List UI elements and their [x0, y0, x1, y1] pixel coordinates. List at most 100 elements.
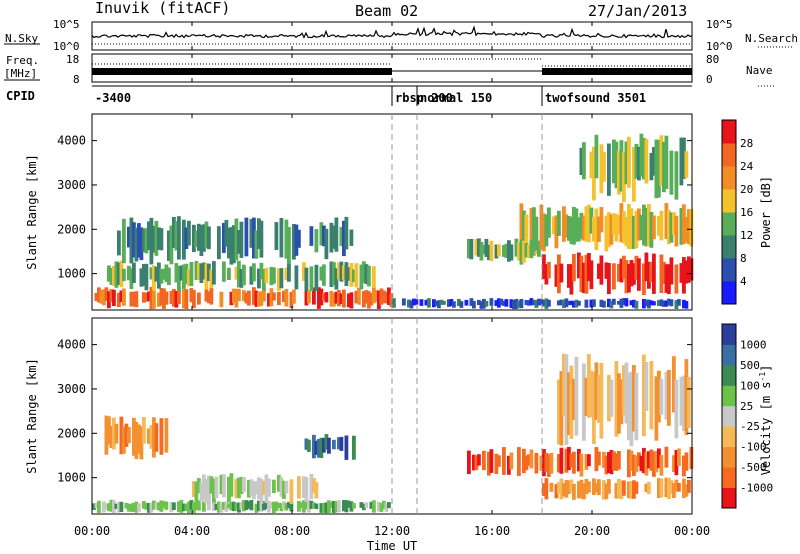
data-cell — [637, 258, 641, 291]
data-cell — [362, 291, 366, 308]
data-cell — [562, 353, 566, 416]
data-cell — [254, 290, 259, 307]
data-cell — [372, 266, 376, 288]
data-cell — [604, 483, 609, 500]
data-cell — [659, 210, 664, 241]
data-cell — [674, 379, 679, 439]
colorbar-tick-label: 20 — [740, 183, 753, 196]
data-cell — [324, 502, 329, 514]
data-cell — [312, 502, 316, 509]
data-cell — [502, 245, 506, 257]
data-cell — [327, 437, 331, 454]
data-cell — [159, 228, 164, 251]
data-cell — [584, 478, 589, 495]
data-cell — [649, 152, 654, 181]
data-cell — [664, 371, 669, 420]
data-cell — [607, 298, 611, 308]
data-cell — [337, 290, 341, 307]
data-cell — [634, 255, 639, 280]
data-cell — [314, 440, 319, 455]
velocity-y-axis-label: Slant Range [km] — [25, 358, 39, 474]
data-cell — [682, 204, 686, 244]
data-cell — [569, 479, 574, 493]
data-cell — [554, 264, 559, 287]
data-cell — [607, 374, 611, 422]
data-cell — [579, 453, 584, 477]
data-cell — [447, 299, 451, 307]
data-cell — [567, 264, 571, 288]
data-cell — [562, 206, 566, 242]
data-cell — [427, 298, 431, 308]
data-cell — [592, 216, 596, 242]
data-cell — [154, 502, 159, 510]
data-cell — [117, 292, 121, 307]
data-cell — [674, 479, 679, 492]
freq-left-tick-bottom: 8 — [73, 73, 80, 86]
data-cell — [557, 482, 561, 494]
data-cell — [629, 371, 634, 447]
data-cell — [137, 503, 141, 512]
data-cell — [322, 437, 326, 453]
data-cell — [622, 365, 626, 416]
data-cell — [239, 221, 244, 258]
data-cell — [319, 288, 324, 306]
velocity-panel: 1000 2000 3000 4000 Slant Range [km] 1000 50… — [25, 317, 773, 515]
data-cell — [637, 452, 641, 467]
data-cell — [529, 449, 534, 469]
colorbar-tick-label: 24 — [740, 160, 754, 173]
data-cell — [544, 214, 549, 247]
data-cell — [652, 301, 656, 306]
data-cell — [319, 437, 324, 458]
data-cell — [649, 211, 654, 248]
cpid-label: CPID — [6, 89, 35, 103]
data-cell — [302, 500, 306, 513]
data-cell — [619, 298, 624, 308]
data-cell — [649, 449, 654, 471]
colorbar-swatch — [722, 405, 736, 427]
data-cell — [529, 208, 534, 241]
data-cell — [364, 264, 369, 284]
data-cell — [352, 503, 356, 509]
data-cell — [257, 268, 261, 289]
data-cell — [627, 136, 631, 188]
data-cell — [247, 479, 251, 498]
data-cell — [684, 217, 689, 243]
data-cell — [584, 454, 589, 470]
data-cell — [282, 480, 286, 499]
data-cell — [334, 291, 339, 304]
data-cell — [662, 300, 666, 307]
data-cell — [139, 268, 144, 287]
data-cell — [122, 268, 126, 282]
data-cell — [129, 268, 134, 290]
data-cell — [474, 455, 479, 470]
data-cell — [194, 481, 199, 503]
data-cell — [629, 481, 634, 499]
data-cell — [284, 219, 289, 259]
data-cell — [627, 372, 631, 441]
data-cell — [204, 478, 209, 504]
colorbar-tick-label: -500 — [740, 461, 767, 474]
power-colorbar: 4 8 12 16 20 24 28 — [721, 119, 754, 305]
data-cell — [672, 483, 676, 498]
data-cell — [217, 226, 221, 260]
data-cell — [149, 287, 154, 310]
data-cell — [494, 453, 499, 474]
data-cell — [632, 146, 636, 202]
data-cell — [559, 263, 564, 283]
data-cell — [382, 290, 386, 304]
data-cell — [244, 500, 249, 510]
data-cell — [579, 212, 584, 240]
data-cell — [299, 502, 304, 509]
data-cell — [209, 287, 214, 305]
data-cell — [274, 501, 279, 512]
data-cell — [689, 447, 694, 470]
colorbar-tick-label: -25 — [740, 420, 760, 433]
data-cell — [607, 479, 611, 494]
data-cell — [327, 500, 331, 513]
data-cell — [192, 290, 196, 309]
data-cell — [334, 268, 339, 290]
data-cell — [114, 423, 119, 444]
data-cell — [177, 287, 181, 305]
colorbar-tick-label: 8 — [740, 252, 747, 265]
data-cell — [522, 448, 526, 474]
